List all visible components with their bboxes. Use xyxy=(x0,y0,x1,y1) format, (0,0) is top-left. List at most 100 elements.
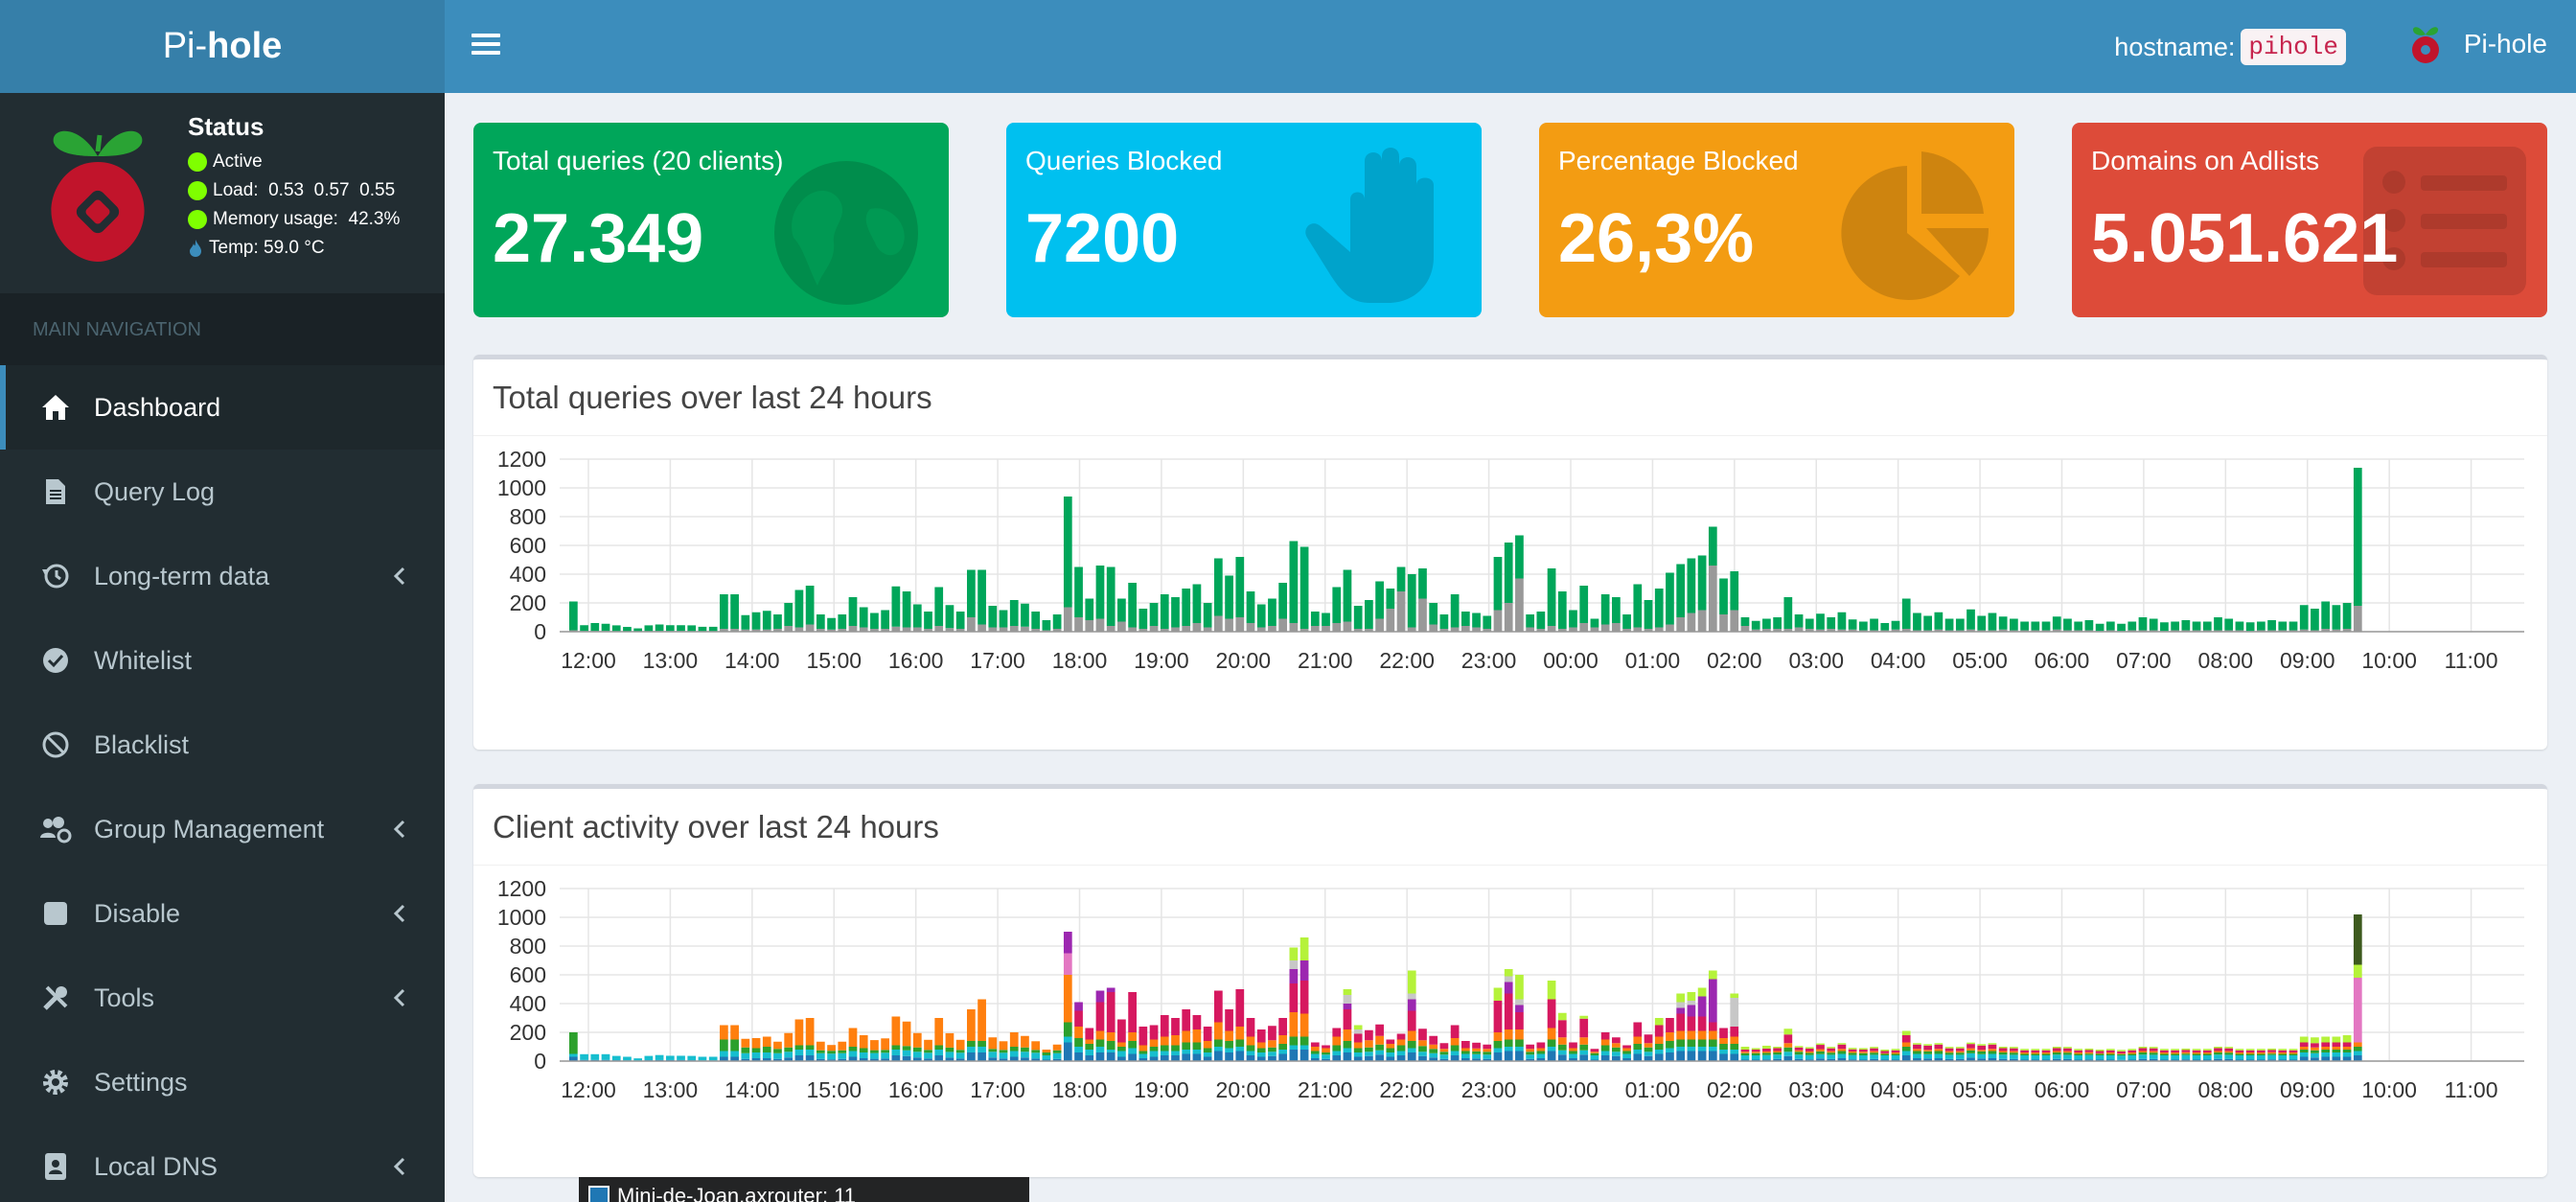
bar-segment xyxy=(1472,1051,1481,1054)
bar-segment xyxy=(1256,1029,1266,1043)
bar-segment xyxy=(912,627,922,632)
bar-segment xyxy=(1644,1055,1653,1061)
bar-segment xyxy=(1794,627,1804,632)
user-menu[interactable]: Pi-hole xyxy=(2408,21,2547,67)
bar-segment xyxy=(1837,1051,1847,1054)
sidebar-item-tools[interactable]: Tools xyxy=(0,956,445,1040)
sidebar-item-blacklist[interactable]: Blacklist xyxy=(0,703,445,787)
bar-segment xyxy=(978,1052,986,1061)
bar-segment xyxy=(1730,993,1739,998)
sidebar-item-local-dns[interactable]: Local DNS xyxy=(0,1124,445,1202)
bar-segment xyxy=(2095,1050,2104,1052)
bar-segment xyxy=(2149,1058,2158,1061)
bar-segment xyxy=(1171,1051,1180,1055)
bar-segment xyxy=(1353,1052,1363,1057)
bar-segment xyxy=(2214,617,2222,631)
bar-segment xyxy=(1472,627,1481,632)
bar-segment xyxy=(2128,621,2137,631)
bar-segment xyxy=(1773,629,1782,632)
bar-segment xyxy=(1300,960,1309,981)
bar-segment xyxy=(955,1058,965,1061)
bar-segment xyxy=(1300,1045,1309,1050)
client-activity-chart[interactable]: 0 200 400 600 800 1000 1200 12:00 13:00 14:00 15:0… xyxy=(473,866,2547,1177)
bar-segment xyxy=(2257,1053,2266,1055)
x-tick-label: 22:00 xyxy=(1379,1077,1435,1102)
queries-over-time-chart[interactable]: 0 200 400 600 800 1000 1200 12:00 13:00 14:00 15:0… xyxy=(473,436,2547,750)
x-tick-label: 08:00 xyxy=(2198,648,2254,673)
bar-segment xyxy=(2353,1047,2362,1052)
bar-segment xyxy=(2031,1049,2040,1051)
brand-prefix: Pi- xyxy=(162,26,208,66)
x-tick-label: 03:00 xyxy=(1788,1077,1844,1102)
bar-segment xyxy=(1472,1058,1481,1061)
x-tick-label: 03:00 xyxy=(1788,648,1844,673)
bar-segment xyxy=(1783,1047,1793,1052)
x-tick-label: 21:00 xyxy=(1298,1077,1353,1102)
percentage-blocked-box[interactable]: Percentage Blocked 26,3% xyxy=(1539,123,2014,317)
bar-segment xyxy=(730,629,739,632)
bar-segment xyxy=(891,1016,901,1046)
queries-blocked-box[interactable]: Queries Blocked 7200 xyxy=(1006,123,1482,317)
bar-segment xyxy=(1740,1052,1750,1055)
bar-segment xyxy=(784,1047,794,1052)
bar-segment xyxy=(1676,1002,1686,1008)
bar-segment xyxy=(1612,1043,1621,1048)
bar-segment xyxy=(805,1055,815,1061)
bar-segment xyxy=(1654,1044,1664,1050)
sidebar-item-long-term-data[interactable]: Long-term data xyxy=(0,534,445,618)
bar-segment xyxy=(1751,1052,1760,1055)
bar-segment xyxy=(2084,1054,2094,1060)
bar-segment xyxy=(1848,1049,1857,1052)
bar-segment xyxy=(2299,1042,2309,1047)
bar-segment xyxy=(2128,1049,2137,1051)
bar-segment xyxy=(2235,1053,2244,1055)
bar-segment xyxy=(1042,1050,1051,1052)
bar-segment xyxy=(1031,629,1041,632)
bar-segment xyxy=(2181,1053,2191,1055)
tooltip-text: Mini-de-Joan.axrouter: 11 xyxy=(617,1184,857,1202)
bar-segment xyxy=(2031,1050,2040,1052)
bar-segment xyxy=(1353,629,1363,632)
bar-segment xyxy=(741,1052,750,1059)
bar-segment xyxy=(677,625,685,632)
sidebar-item-query-log[interactable]: Query Log xyxy=(0,450,445,534)
sidebar-item-disable[interactable]: Disable xyxy=(0,871,445,956)
bar-segment xyxy=(1289,969,1299,983)
bar-segment xyxy=(1493,987,1503,1001)
sidebar-item-group-management[interactable]: Group Management xyxy=(0,787,445,871)
bar-segment xyxy=(1687,1030,1696,1040)
bar-segment xyxy=(665,1055,675,1060)
bar-segment xyxy=(1407,1010,1416,1031)
bar-segment xyxy=(1880,1050,1890,1052)
x-tick-label: 02:00 xyxy=(1707,1077,1762,1102)
sidebar-item-settings[interactable]: Settings xyxy=(0,1040,445,1124)
bar-segment xyxy=(1676,1051,1686,1061)
x-tick-label: 23:00 xyxy=(1461,648,1517,673)
bar-segment xyxy=(2052,1052,2061,1055)
sidebar-item-dashboard[interactable]: Dashboard xyxy=(0,365,445,450)
y-tick-label: 200 xyxy=(510,1020,546,1045)
bar-segment xyxy=(644,1055,654,1061)
bar-segment xyxy=(891,586,901,627)
bar-segment xyxy=(1557,1054,1567,1061)
bar-segment xyxy=(1751,620,1760,630)
bar-segment xyxy=(1300,937,1309,960)
domains-adlists-box[interactable]: Domains on Adlists 5.051.621 xyxy=(2072,123,2547,317)
bar-segment xyxy=(1837,1043,1847,1045)
bar-segment xyxy=(1612,597,1621,623)
bar-segment xyxy=(1708,1051,1717,1061)
bar-segment xyxy=(2010,1052,2018,1055)
bar-segment xyxy=(762,611,771,630)
bar-segment xyxy=(2138,1058,2148,1061)
sidebar-item-whitelist[interactable]: Whitelist xyxy=(0,618,445,703)
x-tick-label: 12:00 xyxy=(561,648,616,673)
sidebar-toggle-icon[interactable] xyxy=(472,29,500,63)
bar-segment xyxy=(1042,1055,1051,1060)
bar-segment xyxy=(1526,1052,1534,1055)
brand-logo[interactable]: Pi-hole xyxy=(0,0,445,93)
bar-segment xyxy=(967,1009,976,1041)
bar-segment xyxy=(2074,1050,2083,1052)
total-queries-box[interactable]: Total queries (20 clients) 27.349 xyxy=(473,123,949,317)
bar-segment xyxy=(891,1045,901,1050)
bar-segment xyxy=(2084,1052,2094,1054)
